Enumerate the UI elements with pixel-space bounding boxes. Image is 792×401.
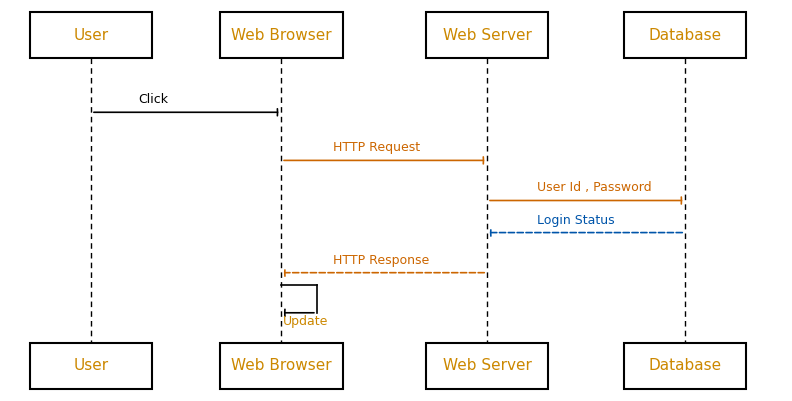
Bar	[30, 12, 153, 58]
Bar	[426, 12, 549, 58]
Text: User: User	[74, 358, 109, 373]
Text: Click: Click	[139, 93, 169, 106]
Text: User: User	[74, 28, 109, 43]
Text: Web Browser: Web Browser	[230, 358, 332, 373]
Bar	[624, 343, 746, 389]
Bar	[624, 12, 746, 58]
Text: Database: Database	[649, 28, 722, 43]
Text: Update: Update	[283, 315, 328, 328]
Text: Web Browser: Web Browser	[230, 28, 332, 43]
Bar	[219, 12, 342, 58]
Text: Web Server: Web Server	[443, 358, 531, 373]
Bar	[30, 343, 153, 389]
Text: Login Status: Login Status	[537, 214, 615, 227]
Bar	[219, 343, 342, 389]
Text: User Id , Password: User Id , Password	[537, 182, 651, 194]
Text: Web Server: Web Server	[443, 28, 531, 43]
Text: HTTP Response: HTTP Response	[333, 254, 429, 267]
Bar	[426, 343, 549, 389]
Text: HTTP Request: HTTP Request	[333, 142, 420, 154]
Text: Database: Database	[649, 358, 722, 373]
